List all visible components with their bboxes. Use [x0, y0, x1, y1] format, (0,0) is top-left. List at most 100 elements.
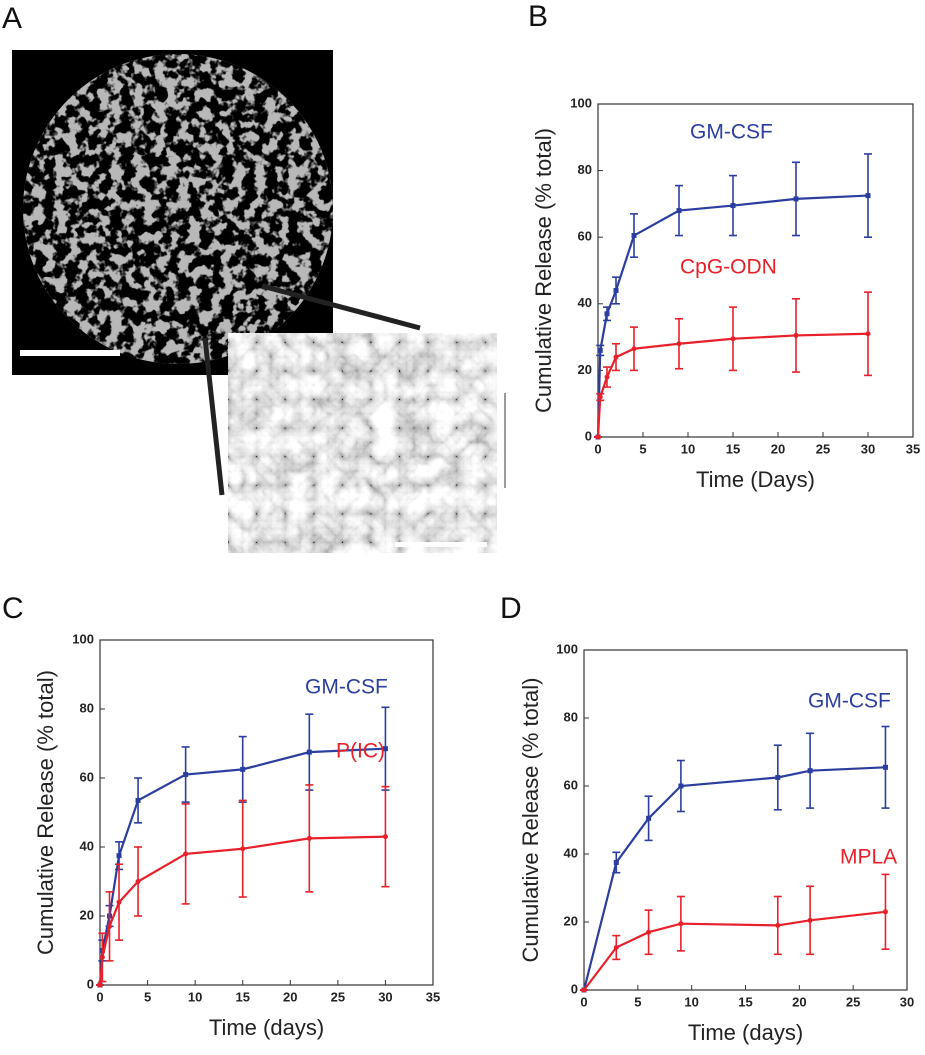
zoom-line — [261, 283, 421, 331]
y-axis-title: Cumulative Release (% total) — [33, 670, 58, 955]
x-tick-label: 30 — [900, 994, 914, 1009]
x-tick-label: 0 — [594, 441, 601, 456]
marker — [581, 987, 587, 993]
x-tick-label: 0 — [580, 994, 587, 1009]
x-tick-label: 30 — [378, 989, 392, 1004]
marker — [807, 917, 813, 923]
marker — [107, 923, 113, 929]
series-label: GM-CSF — [305, 676, 388, 699]
marker — [678, 921, 684, 927]
marker — [775, 775, 781, 780]
sem-inset — [228, 333, 497, 553]
marker — [597, 347, 603, 353]
series-label: P(IC) — [336, 740, 385, 763]
series-line — [582, 766, 886, 991]
x-tick-label: 5 — [144, 989, 151, 1004]
x-tick-label: 35 — [906, 441, 920, 456]
plot-frame — [99, 639, 434, 986]
marker — [595, 434, 601, 440]
marker — [382, 834, 388, 840]
series-label: GM-CSF — [808, 690, 891, 713]
marker — [135, 879, 141, 884]
y-tick-label: 60 — [80, 769, 94, 784]
marker — [646, 815, 652, 821]
marker — [97, 982, 103, 988]
marker — [604, 311, 610, 317]
x-tick-label: 15 — [738, 994, 752, 1009]
chart: D 0 5 10 15 20 25 30 0 20 40 60 80 100 Time (days) Cumu… — [500, 592, 914, 1045]
y-tick-label: 40 — [578, 295, 592, 310]
marker — [597, 394, 603, 400]
marker — [240, 846, 246, 852]
x-tick-label: 10 — [681, 441, 695, 456]
chart: C 0 5 10 15 20 25 30 35 0 20 40 60 80 100 Time (days) Cu… — [2, 592, 440, 1040]
y-tick-label: 0 — [571, 981, 578, 996]
marker — [183, 851, 189, 857]
x-tick-label: 25 — [846, 994, 860, 1009]
x-tick-label: 25 — [331, 989, 345, 1004]
marker — [613, 354, 619, 360]
panel-label: B — [528, 0, 548, 33]
y-tick-label: 0 — [585, 428, 592, 443]
marker — [631, 233, 637, 239]
marker — [306, 835, 312, 841]
y-tick-label: 100 — [570, 95, 592, 110]
y-tick-label: 80 — [578, 162, 592, 177]
x-axis-title: Time (days) — [688, 1020, 803, 1045]
scale-bar — [20, 350, 120, 356]
marker — [865, 193, 871, 199]
plot-frame — [597, 103, 914, 438]
marker — [730, 203, 736, 209]
panel-label: C — [2, 592, 24, 625]
x-tick-label: 10 — [684, 994, 698, 1009]
marker — [240, 766, 246, 772]
series-label: CpG-ODN — [680, 256, 777, 279]
marker — [99, 954, 105, 960]
x-tick-label: 20 — [792, 994, 806, 1009]
y-tick-label: 100 — [556, 641, 578, 656]
x-tick-label: 30 — [861, 441, 875, 456]
series-label: GM-CSF — [690, 121, 773, 144]
panel-a: A — [2, 2, 506, 553]
y-tick-label: 60 — [578, 229, 592, 244]
marker — [604, 374, 610, 380]
marker — [882, 764, 888, 770]
marker — [646, 929, 652, 935]
panel-label: A — [2, 2, 22, 35]
marker — [676, 341, 682, 347]
y-tick-label: 40 — [80, 838, 94, 853]
marker — [306, 749, 312, 755]
marker — [793, 196, 799, 202]
marker — [631, 346, 637, 352]
y-tick-label: 60 — [564, 777, 578, 792]
marker — [183, 772, 189, 778]
x-tick-label: 35 — [426, 989, 440, 1004]
scaffold-pores — [23, 54, 333, 364]
marker — [865, 331, 871, 337]
x-tick-label: 5 — [634, 994, 641, 1009]
x-tick-label: 20 — [283, 989, 297, 1004]
x-axis-title: Time (days) — [209, 1015, 324, 1040]
x-tick-label: 10 — [188, 989, 202, 1004]
marker — [730, 336, 736, 342]
marker — [116, 899, 122, 905]
x-tick-label: 25 — [816, 441, 830, 456]
chart: B 0 5 10 15 20 25 30 35 0 20 40 60 80 100 Time (Days) Cu… — [528, 0, 920, 492]
marker — [613, 860, 619, 865]
panel-label: D — [500, 592, 522, 625]
marker — [116, 853, 122, 859]
x-tick-label: 15 — [235, 989, 249, 1004]
marker — [793, 332, 799, 338]
x-axis-title: Time (Days) — [696, 467, 815, 492]
marker — [807, 768, 813, 774]
x-tick-label: 0 — [96, 989, 103, 1004]
marker — [135, 797, 141, 803]
y-tick-label: 0 — [87, 976, 94, 991]
marker — [678, 783, 684, 789]
marker — [613, 287, 619, 293]
x-tick-label: 20 — [771, 441, 785, 456]
marker — [676, 208, 682, 214]
y-tick-label: 100 — [72, 631, 94, 646]
x-tick-label: 15 — [726, 441, 740, 456]
